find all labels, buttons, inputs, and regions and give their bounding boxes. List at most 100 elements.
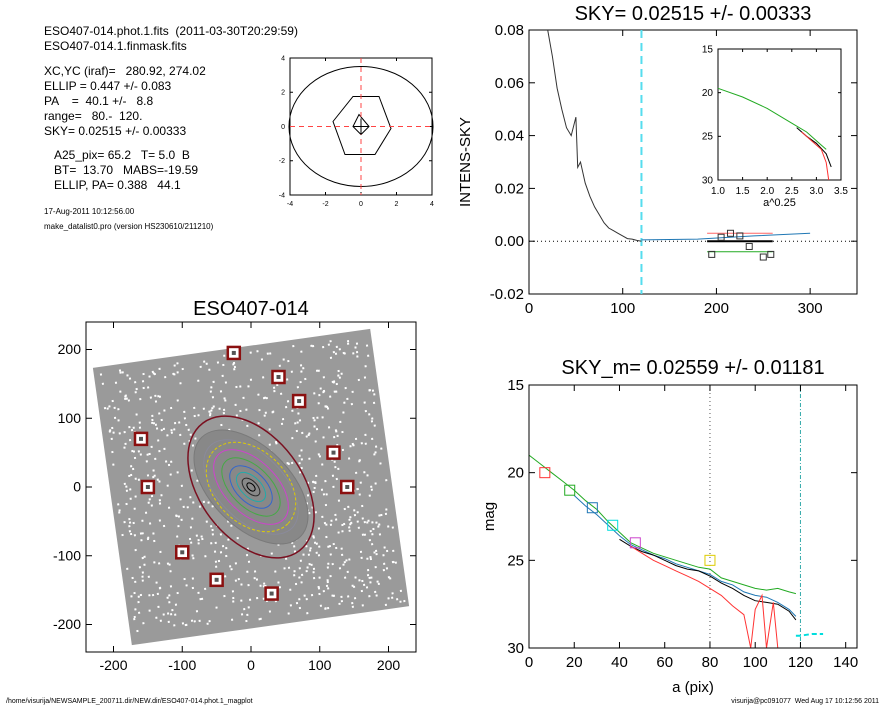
noise-speck <box>219 533 223 536</box>
noise-speck <box>143 555 146 558</box>
noise-speck <box>173 624 176 627</box>
noise-speck <box>128 438 132 442</box>
noise-speck <box>264 411 267 414</box>
inset-xlabel: a^0.25 <box>763 197 796 209</box>
noise-speck <box>133 456 137 460</box>
noise-speck <box>235 414 238 417</box>
noise-speck <box>259 584 262 587</box>
a25-value: A25_pix= 65.2 T= 5.0 B <box>54 148 190 162</box>
noise-speck <box>214 541 217 544</box>
noise-speck <box>368 595 371 598</box>
noise-speck <box>191 554 194 557</box>
noise-speck <box>315 551 318 554</box>
noise-speck <box>286 400 290 403</box>
noise-speck <box>378 514 381 517</box>
inset-ytick-label: 30 <box>702 175 714 186</box>
noise-speck <box>330 519 333 522</box>
noise-speck <box>163 447 166 451</box>
noise-speck <box>258 434 261 437</box>
noise-speck <box>201 537 204 541</box>
noise-speck <box>109 429 112 432</box>
noise-speck <box>158 395 162 398</box>
noise-speck <box>234 403 237 406</box>
noise-speck <box>296 386 299 389</box>
sky-value: SKY= 0.02515 +/- 0.00333 <box>44 124 187 138</box>
noise-speck <box>138 421 141 424</box>
noise-speck <box>366 568 370 572</box>
noise-speck <box>128 525 131 528</box>
noise-speck <box>356 355 359 358</box>
noise-speck <box>246 613 249 616</box>
noise-speck <box>181 367 184 371</box>
noise-speck <box>112 431 115 434</box>
mag-xtick-label: 60 <box>656 654 673 671</box>
noise-speck <box>231 590 235 593</box>
noise-speck <box>266 352 269 355</box>
footer-path: /home/visurija/NEWSAMPLE_200711.dir/NEW.… <box>6 698 253 705</box>
noise-speck <box>337 374 340 377</box>
noise-speck <box>350 403 353 406</box>
noise-speck <box>310 563 313 566</box>
noise-speck <box>189 433 192 436</box>
noise-speck <box>110 437 113 441</box>
noise-speck <box>375 553 378 556</box>
galaxy-xtick-label: -100 <box>168 657 196 673</box>
mag-ytick-label: 25 <box>507 552 524 569</box>
noise-speck <box>158 587 162 590</box>
noise-speck <box>176 591 179 595</box>
noise-speck <box>170 406 173 410</box>
noise-speck <box>368 494 371 497</box>
isophote-1 <box>203 439 299 535</box>
noise-speck <box>234 579 238 582</box>
noise-speck <box>374 549 378 553</box>
noise-speck <box>349 516 352 519</box>
galaxy-ytick-label: -100 <box>53 547 81 563</box>
noise-speck <box>316 416 319 419</box>
noise-speck <box>298 598 301 601</box>
inset-series-2 <box>801 131 830 181</box>
noise-speck <box>183 417 187 420</box>
noise-speck <box>300 449 303 452</box>
noise-speck <box>371 389 375 392</box>
noise-speck <box>353 509 356 512</box>
noise-speck <box>156 478 159 481</box>
noise-speck <box>311 480 315 483</box>
file-name: ESO407-014.phot.1.fits (2011-03-30T20:29… <box>44 24 298 38</box>
noise-speck <box>227 538 230 541</box>
noise-speck <box>152 469 155 472</box>
noise-speck <box>349 523 352 526</box>
galaxy-xtick-label: 0 <box>247 657 255 673</box>
noise-speck <box>284 557 288 560</box>
sky-box-marker <box>726 229 734 237</box>
noise-speck <box>374 445 378 448</box>
noise-speck <box>183 410 186 413</box>
noise-speck <box>299 471 302 474</box>
noise-speck <box>246 570 249 573</box>
mag-ytick-label: 15 <box>507 377 524 394</box>
noise-speck <box>239 385 242 388</box>
noise-speck <box>151 593 155 597</box>
noise-speck <box>347 505 350 508</box>
noise-speck <box>274 570 277 573</box>
noise-speck <box>356 511 359 514</box>
noise-speck <box>308 562 311 566</box>
noise-speck <box>361 579 364 583</box>
noise-speck <box>167 620 170 623</box>
noise-speck <box>293 545 296 548</box>
noise-speck <box>169 473 172 476</box>
noise-speck <box>308 457 311 460</box>
sky-plot-title: SKY= 0.02515 +/- 0.00333 <box>575 3 812 25</box>
noise-speck <box>312 571 315 574</box>
galaxy-xtick-label: 200 <box>377 657 401 673</box>
noise-speck <box>204 555 207 558</box>
noise-speck <box>327 562 330 565</box>
noise-speck <box>223 354 226 357</box>
noise-speck <box>332 542 335 546</box>
noise-speck <box>159 550 162 554</box>
noise-speck <box>372 527 375 531</box>
noise-speck <box>312 490 315 494</box>
noise-speck <box>108 405 111 408</box>
noise-speck <box>322 390 325 394</box>
noise-speck <box>167 506 171 509</box>
noise-speck <box>352 444 355 447</box>
